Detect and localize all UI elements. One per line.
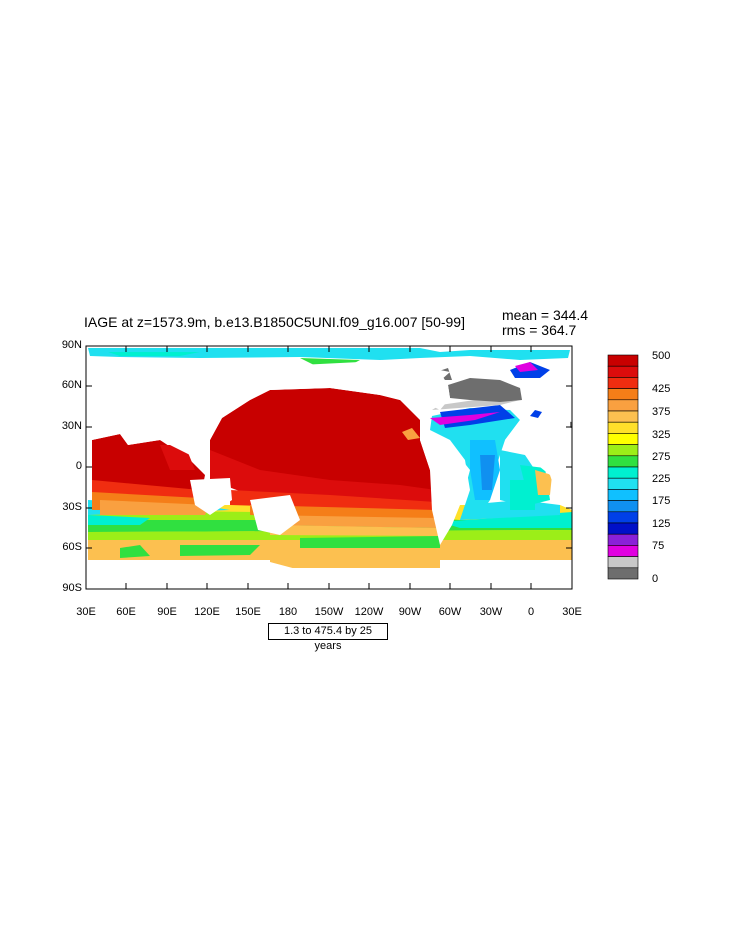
colorbar-swatch <box>607 500 639 513</box>
arctic-ocean <box>88 348 570 360</box>
rms-value: rms = 364.7 <box>502 322 577 338</box>
plot-title: IAGE at z=1573.9m, b.e13.B1850C5UNI.f09_… <box>84 314 465 330</box>
colorbar-swatch <box>607 421 639 434</box>
lon-label-0: 0 <box>527 606 535 618</box>
lat-label-90s: 90S <box>62 582 82 594</box>
lon-ticks <box>85 346 573 589</box>
colorbar-swatch <box>607 377 639 389</box>
lat-label-30s: 30S <box>62 501 82 513</box>
greenland <box>448 378 522 402</box>
colorbar-swatch <box>607 567 639 580</box>
lon-label-180: 180 <box>278 606 298 618</box>
lat-label-30n: 30N <box>61 420 82 432</box>
colorbar-label-425: 425 <box>652 383 671 395</box>
colorbar-swatch <box>607 466 639 479</box>
lon-label-90e: 90E <box>157 606 177 618</box>
colorbar-label-225: 225 <box>652 473 671 485</box>
colorbar-swatch <box>607 545 639 557</box>
colorbar-swatch <box>607 444 639 457</box>
lat-label-60n: 60N <box>61 379 82 391</box>
colorbar-swatch <box>607 354 639 367</box>
lon-label-30w: 30W <box>479 606 503 618</box>
mean-value: mean = 344.4 <box>502 307 589 323</box>
colorbar-swatch <box>607 399 639 412</box>
colorbar-label-125: 125 <box>652 518 671 530</box>
colorbar-label-175: 175 <box>652 495 671 507</box>
colorbar-swatch <box>607 489 639 501</box>
lon-label-60e: 60E <box>116 606 136 618</box>
lon-label-150e: 150E <box>235 606 261 618</box>
colorbar-label-275: 275 <box>652 451 671 463</box>
lat-label-0: 0 <box>75 460 82 472</box>
lon-label-120w: 120W <box>354 606 384 618</box>
colorbar-label-75: 75 <box>652 540 665 552</box>
colorbar-swatch <box>607 388 639 401</box>
colorbar-swatch <box>607 533 639 546</box>
colorbar-label-325: 325 <box>652 429 671 441</box>
contour-info-box: 1.3 to 475.4 by 25 years <box>268 623 388 652</box>
lon-label-30e: 30E <box>76 606 96 618</box>
colorbar-label-500: 500 <box>652 350 671 362</box>
lon-label-60w: 60W <box>438 606 462 618</box>
lon-label-90w: 90W <box>398 606 422 618</box>
colorbar-label-375: 375 <box>652 406 671 418</box>
colorbar-swatch <box>607 556 639 569</box>
colorbar-swatch <box>607 511 639 524</box>
colorbar-label-0: 0 <box>652 573 659 585</box>
colorbar-swatch <box>607 455 639 468</box>
colorbar <box>607 354 639 580</box>
lat-label-90n: 90N <box>61 339 82 351</box>
colorbar-swatch <box>607 433 639 445</box>
lon-label-30e-east: 30E <box>562 606 582 618</box>
colorbar-swatch <box>607 365 639 378</box>
lon-label-120e: 120E <box>194 606 220 618</box>
colorbar-swatch <box>607 522 639 535</box>
colorbar-swatch <box>607 477 639 490</box>
lon-label-150w: 150W <box>314 606 344 618</box>
colorbar-swatch <box>607 410 639 423</box>
lat-ticks <box>86 345 572 590</box>
lat-label-60s: 60S <box>62 541 82 553</box>
